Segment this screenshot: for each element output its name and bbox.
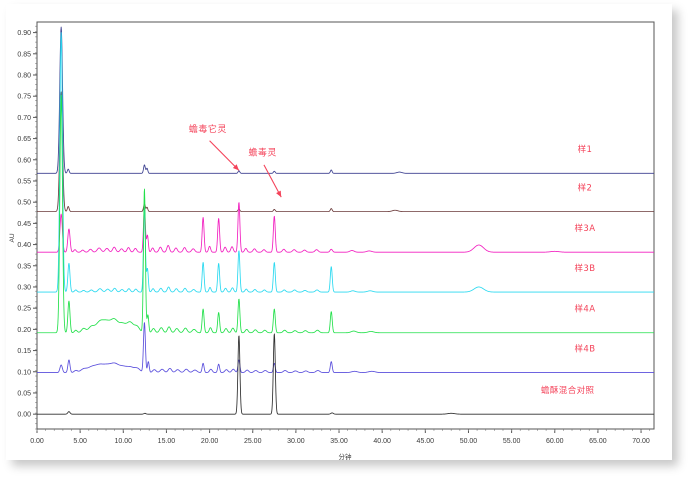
y-tick-label: 0.20 [17, 327, 31, 334]
y-tick-label: 0.70 [17, 115, 31, 122]
x-tick-label: 5.00 [73, 438, 87, 445]
x-tick-label: 55.00 [503, 438, 521, 445]
annotation-bufalin: 蟾毒灵 [248, 147, 277, 159]
y-tick-label: 0.50 [17, 200, 31, 207]
x-tick-label: 30.00 [287, 438, 305, 445]
trace-样4A [37, 94, 654, 334]
x-tick-label: 25.00 [244, 438, 262, 445]
y-tick-label: 0.55 [17, 178, 31, 185]
trace-蟾酥混合对照 [37, 333, 654, 415]
annotation-arrow-head-cinobufotalin [232, 164, 239, 171]
y-tick-label: 0.00 [17, 412, 31, 419]
x-tick-label: 0.00 [30, 438, 44, 445]
y-axis-title: AU [9, 233, 16, 242]
x-tick-label: 15.00 [158, 438, 176, 445]
y-tick-label: 0.85 [17, 51, 31, 58]
series-label-group: 样1 样2 样3A 样3B 样4A 样4B 蟾酥混合对照 [541, 144, 595, 396]
x-tick-label: 20.00 [201, 438, 219, 445]
x-tick-label: 45.00 [417, 438, 435, 445]
series-label-蟾酥混合对照: 蟾酥混合对照 [541, 385, 595, 396]
series-label-样2: 样2 [578, 182, 593, 193]
y-tick-label: 0.25 [17, 306, 31, 313]
x-tick-label: 50.00 [460, 438, 478, 445]
x-tick-label: 40.00 [373, 438, 391, 445]
annotation-arrow-head-bufalin [276, 190, 282, 198]
series-label-样3A: 样3A [574, 223, 595, 234]
x-tick-label: 70.00 [632, 438, 650, 445]
x-tick-label: 60.00 [546, 438, 564, 445]
chart-card [6, 4, 672, 460]
y-tick-label: 0.45 [17, 221, 31, 228]
trace-样3A [37, 202, 654, 253]
plot-frame [36, 21, 655, 430]
y-tick-label: 0.35 [17, 263, 31, 270]
y-tick-label: 0.75 [17, 94, 31, 101]
series-label-样1: 样1 [578, 144, 593, 155]
trace-样4B [37, 322, 654, 374]
x-tick-label: 10.00 [115, 438, 133, 445]
x-axis-title: 分钟 [339, 452, 353, 461]
y-tick-label: 0.80 [17, 72, 31, 79]
y-tick-label: 0.10 [17, 369, 31, 376]
annotation-arrow-line-bufalin [263, 164, 282, 198]
series-label-样4B: 样4B [574, 343, 595, 354]
trace-group [37, 26, 654, 415]
y-tick-label: 0.40 [17, 242, 31, 249]
trace-样1 [37, 26, 654, 174]
y-axis: 0.00 0.05 0.10 0.15 0.20 0.25 0.30 0.35 0.40 0.45… [17, 25, 37, 430]
x-axis: 0.00 5.00 10.00 15.00 20.00 25.00 30.00 35.00 40… [30, 429, 651, 445]
y-tick-label: 0.15 [17, 348, 31, 355]
annotation-arrow-line-cinobufotalin [209, 140, 240, 171]
series-label-样4A: 样4A [574, 304, 595, 315]
y-tick-label: 0.90 [17, 30, 31, 37]
x-tick-label: 65.00 [589, 438, 607, 445]
annotation-cinobufotalin: 蟾毒它灵 [189, 123, 227, 135]
x-tick-label: 35.00 [330, 438, 348, 445]
y-tick-label: 0.05 [17, 390, 31, 397]
y-tick-label: 0.60 [17, 157, 31, 164]
trace-样2 [37, 91, 654, 212]
y-tick-label: 0.65 [17, 136, 31, 143]
trace-样3B [37, 32, 654, 293]
y-tick-label: 0.30 [17, 284, 31, 291]
series-label-样3B: 样3B [574, 263, 595, 274]
